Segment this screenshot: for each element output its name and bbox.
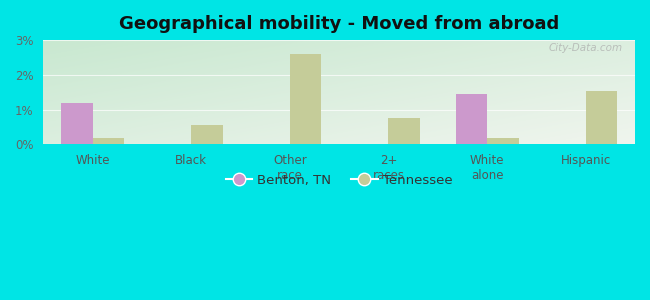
Legend: Benton, TN, Tennessee: Benton, TN, Tennessee [220,169,458,192]
Title: Geographical mobility - Moved from abroad: Geographical mobility - Moved from abroa… [119,15,559,33]
Bar [61,103,93,145]
Bar [389,118,420,145]
Bar [586,91,617,145]
Bar [456,94,487,145]
Bar [487,137,519,145]
Bar [191,125,223,145]
Bar [93,137,124,145]
Bar [290,54,321,145]
Text: City-Data.com: City-Data.com [549,43,623,53]
